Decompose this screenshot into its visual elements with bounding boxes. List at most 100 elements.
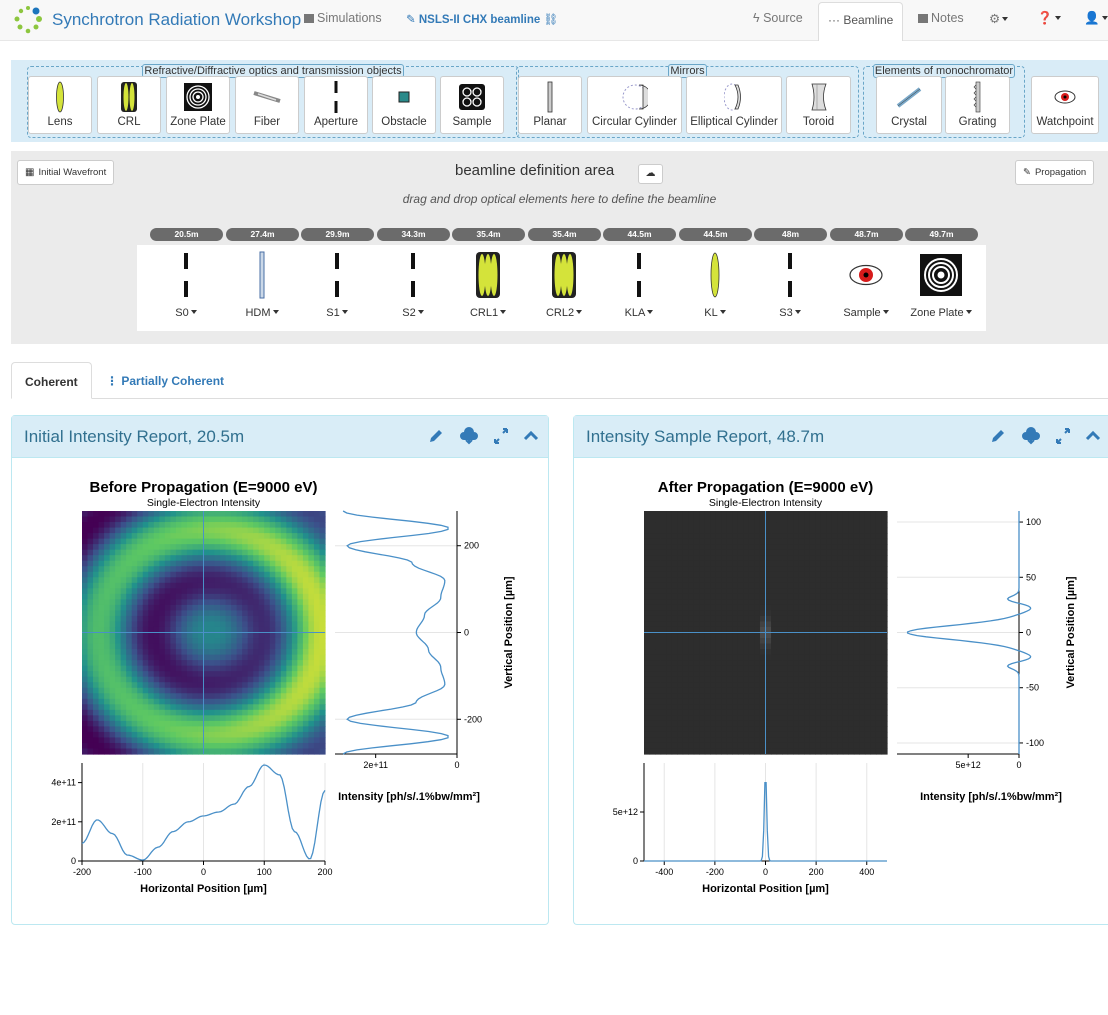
heatmap-cell — [264, 698, 271, 705]
heatmap-cell — [699, 527, 706, 534]
beamline-element-hdm[interactable]: HDM — [224, 245, 300, 331]
heatmap-cell — [87, 682, 94, 689]
heatmap-cell — [737, 522, 745, 529]
heatmap-cell — [87, 538, 94, 545]
tool-fiber[interactable]: Fiber — [235, 76, 299, 134]
cloud-upload-icon[interactable]: ☁ — [638, 164, 663, 184]
beamline-element-s0[interactable]: S0 — [148, 245, 224, 331]
heatmap-cell — [748, 626, 756, 634]
expand-icon[interactable] — [493, 427, 509, 445]
beamline-element-kl[interactable]: KL — [677, 245, 753, 331]
heatmap-cell — [120, 737, 127, 744]
tool-obstacle[interactable]: Obstacle — [372, 76, 436, 134]
beamline-element-s2[interactable]: S2 — [375, 245, 451, 331]
heatmap-cell — [765, 693, 772, 700]
heatmap-cell — [875, 538, 883, 545]
chevron-down-icon[interactable] — [190, 310, 197, 314]
heatmap-cell — [170, 649, 177, 656]
heatmap-cell — [236, 577, 243, 584]
tool-grating[interactable]: Grating — [945, 76, 1010, 134]
heatmap-cell — [197, 566, 205, 573]
help-menu[interactable]: ❓ — [1037, 11, 1061, 26]
pencil-icon[interactable] — [427, 427, 445, 445]
heatmap-cell — [236, 615, 243, 623]
group-label-refractive: Refractive/Diffractive optics and transm… — [142, 64, 404, 78]
chevron-up-icon[interactable] — [523, 427, 539, 445]
heatmap-cell — [126, 555, 133, 562]
heatmap-cell — [242, 571, 249, 578]
tool-zone-plate[interactable]: Zone Plate — [166, 76, 230, 134]
chevron-down-icon[interactable] — [647, 310, 654, 314]
brand-title[interactable]: Synchrotron Radiation Workshop — [52, 10, 302, 29]
heatmap-cell — [660, 682, 667, 689]
tool-watchpoint[interactable]: Watchpoint — [1031, 76, 1099, 134]
heatmap-cell — [804, 704, 811, 711]
tool-crl[interactable]: CRL — [97, 76, 161, 134]
nav-beamline-name[interactable]: ✎ NSLS-II CHX beamline ⛓ — [406, 12, 558, 26]
cloud-download-icon[interactable] — [1021, 427, 1041, 445]
tool-circular-cylinder[interactable]: Circular Cylinder — [587, 76, 682, 134]
heatmap-cell — [748, 549, 756, 556]
nav-source[interactable]: ϟ Source — [753, 11, 803, 25]
heatmap-cell — [793, 748, 800, 755]
chevron-down-icon[interactable] — [341, 310, 348, 314]
chevron-down-icon[interactable] — [965, 310, 972, 314]
chevron-down-icon[interactable] — [417, 310, 424, 314]
heatmap-cell — [280, 615, 287, 623]
beamline-element-s3[interactable]: S3 — [752, 245, 828, 331]
tool-crystal[interactable]: Crystal — [876, 76, 942, 134]
tab-partially-coherent[interactable]: ⋮ Partially Coherent — [93, 362, 237, 399]
heatmap-cell — [98, 726, 105, 733]
tab-coherent[interactable]: Coherent — [11, 362, 92, 399]
heatmap-cell — [699, 698, 706, 705]
heatmap-cell — [242, 660, 249, 667]
pencil-icon[interactable] — [989, 427, 1007, 445]
heatmap-cell — [787, 632, 794, 639]
heatmap-cell — [148, 588, 155, 595]
heatmap-cell — [859, 588, 866, 595]
heatmap-cell — [253, 610, 260, 617]
initial-wavefront-button[interactable]: ▦ Initial Wavefront — [17, 160, 115, 185]
settings-menu[interactable]: ⚙ — [989, 11, 1009, 26]
chevron-down-icon[interactable] — [719, 310, 726, 314]
tool-elliptical-cylinder[interactable]: Elliptical Cylinder — [686, 76, 782, 134]
heatmap-cell — [192, 632, 199, 639]
heatmap-cell — [682, 742, 689, 750]
nav-notes[interactable]: Notes — [918, 11, 964, 25]
chevron-down-icon[interactable] — [500, 310, 507, 314]
heatmap-cell — [710, 593, 717, 600]
tool-toroid[interactable]: Toroid — [786, 76, 851, 134]
beamline-element-s1[interactable]: S1 — [299, 245, 375, 331]
tool-aperture[interactable]: Aperture — [304, 76, 368, 134]
beamline-definition-area[interactable]: ▦ Initial Wavefront beamline definition a… — [11, 151, 1108, 344]
user-menu[interactable]: 👤 — [1084, 11, 1108, 26]
heatmap-cell — [209, 588, 216, 595]
heatmap-cell — [175, 566, 183, 573]
chevron-down-icon[interactable] — [576, 310, 583, 314]
tool-lens[interactable]: Lens — [28, 76, 92, 134]
brand[interactable]: Synchrotron Radiation Workshop — [12, 4, 301, 36]
cloud-download-icon[interactable] — [459, 427, 479, 445]
chevron-up-icon[interactable] — [1085, 427, 1101, 445]
chevron-down-icon[interactable] — [794, 310, 801, 314]
chevron-down-icon[interactable] — [882, 310, 889, 314]
heatmap-cell — [209, 571, 216, 578]
beamline-element-crl2[interactable]: CRL2 — [526, 245, 602, 331]
tool-sample[interactable]: Sample — [440, 76, 504, 134]
plot-title: After Propagation (E=9000 eV) — [658, 479, 873, 496]
nav-beamline-tab[interactable]: ··· Beamline — [818, 2, 904, 41]
heatmap-cell — [131, 654, 138, 661]
propagation-button[interactable]: ✎ Propagation — [1015, 160, 1095, 185]
beamline-element-zone-plate[interactable]: Zone Plate — [903, 245, 979, 331]
heatmap-cell — [148, 593, 155, 600]
heatmap-cell — [875, 582, 883, 589]
expand-icon[interactable] — [1055, 427, 1071, 445]
heatmap-cell — [771, 538, 778, 545]
beamline-element-crl1[interactable]: CRL1 — [450, 245, 526, 331]
chevron-down-icon[interactable] — [272, 310, 279, 314]
nav-simulations[interactable]: Simulations — [304, 11, 382, 25]
tool-planar[interactable]: Planar — [518, 76, 582, 134]
beamline-element-sample[interactable]: Sample — [828, 245, 904, 331]
beamline-element-kla[interactable]: KLA — [601, 245, 677, 331]
heatmap-cell — [655, 582, 662, 589]
